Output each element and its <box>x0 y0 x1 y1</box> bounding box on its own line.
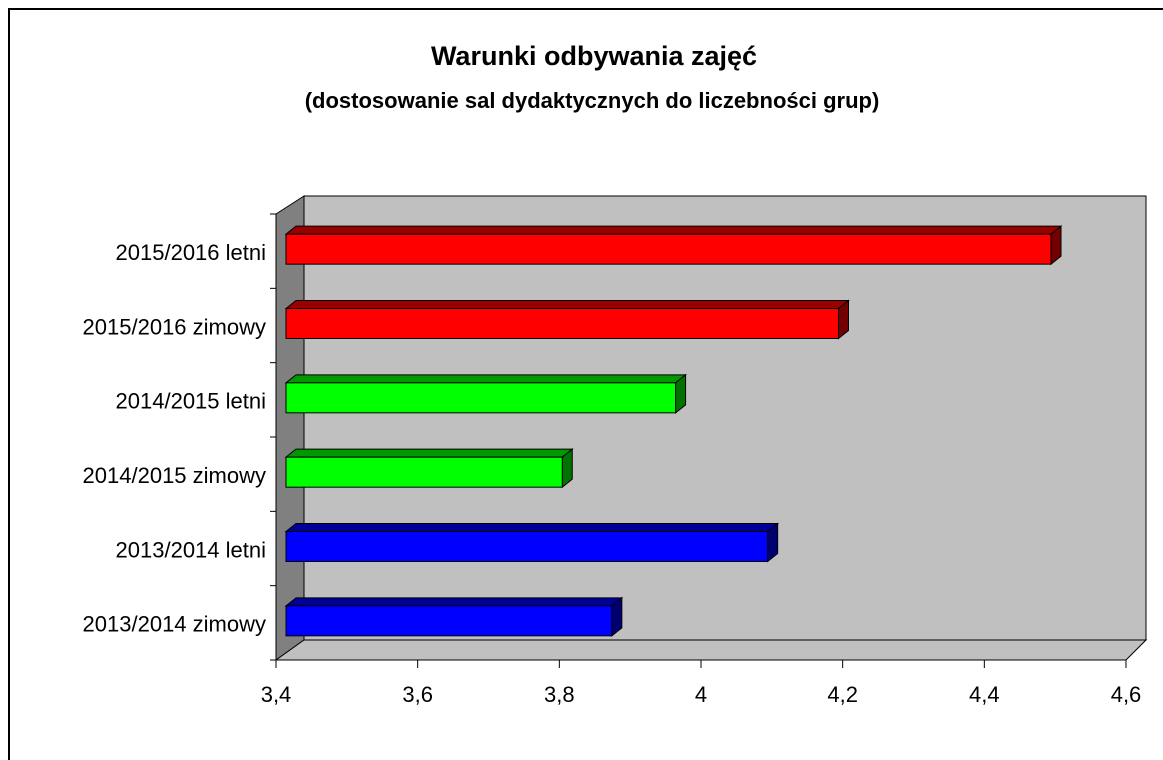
bar-front <box>285 456 563 488</box>
bar-front <box>285 382 677 414</box>
bar <box>284 373 688 414</box>
x-tick-label: 3,6 <box>402 682 433 707</box>
x-tick-label: 3,4 <box>261 682 292 707</box>
x-tick-label: 4,2 <box>827 682 858 707</box>
chart-subtitle: (dostosowanie sal dydaktycznych do licze… <box>305 88 880 113</box>
x-tick-label: 4,6 <box>1111 682 1142 707</box>
x-tick-label: 4 <box>695 682 707 707</box>
y-tick-label: 2015/2016 zimowy <box>83 314 266 339</box>
bar-front <box>285 308 839 339</box>
bar <box>284 596 624 637</box>
x-tick-label: 4,4 <box>969 682 1000 707</box>
bar-top <box>284 523 780 532</box>
bar-front <box>285 233 1052 265</box>
floor <box>274 639 1148 661</box>
bar <box>284 225 1063 266</box>
bar-top <box>284 597 624 607</box>
bar <box>284 299 850 340</box>
x-tick-label: 3,8 <box>544 682 575 707</box>
y-tick-label: 2014/2015 zimowy <box>83 463 266 488</box>
bar-front <box>285 531 769 562</box>
bar <box>284 448 574 489</box>
bar-front <box>285 605 613 637</box>
side-wall <box>275 195 305 661</box>
y-tick-label: 2013/2014 zimowy <box>83 612 266 637</box>
y-tick-label: 2015/2016 letni <box>116 240 266 265</box>
chart-title: Warunki odbywania zajęć <box>431 41 757 71</box>
y-tick-label: 2013/2014 letni <box>116 537 266 562</box>
back-wall <box>303 195 1147 641</box>
bar <box>284 522 780 563</box>
bar-top <box>284 374 688 384</box>
bar-top <box>284 300 850 309</box>
bar-top <box>284 448 574 458</box>
y-tick-label: 2014/2015 letni <box>116 389 266 414</box>
bar-top <box>284 225 1063 235</box>
